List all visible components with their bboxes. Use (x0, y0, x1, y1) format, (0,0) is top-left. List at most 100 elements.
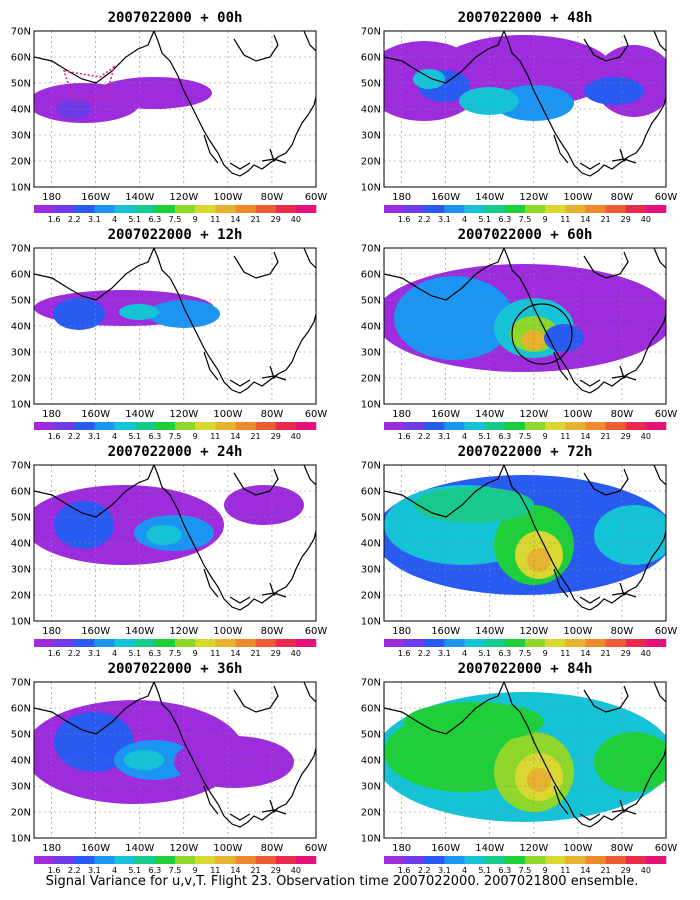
lon-tick-label: 60W (305, 409, 328, 420)
lat-tick-label: 40N (361, 105, 381, 116)
colorbar-swatch (625, 856, 647, 864)
colorbar-label: 9 (193, 649, 198, 658)
colorbar-label: 1.6 (398, 649, 411, 658)
map-panel-72h: 2007022000 + 72h 70N 60N 50N 40N 30N 20N 10N 180… (361, 444, 678, 658)
colorbar-swatch (444, 856, 465, 864)
lat-tick-label: 60N (361, 270, 381, 281)
variance-contour (594, 732, 666, 792)
variance-contour (394, 276, 514, 360)
coastline (611, 158, 637, 164)
coastline (233, 251, 279, 279)
lon-tick-label: 120W (519, 409, 548, 420)
lon-tick-label: 100W (213, 409, 242, 420)
colorbar-label: 21 (600, 215, 610, 224)
lon-tick-label: 120W (169, 626, 198, 637)
coastline (153, 465, 316, 611)
colorbar-swatch (114, 639, 136, 647)
map-panel-12h: 2007022000 + 12h 70N 60N 50N 40N 30N 20N 10N 180… (11, 227, 328, 441)
coastline (233, 468, 279, 496)
lon-tick-label: 160W (81, 626, 110, 637)
colorbar-swatch (154, 422, 176, 430)
lon-tick-label: 140W (475, 843, 504, 854)
colorbar-swatch (504, 856, 526, 864)
colorbar-swatch (404, 856, 425, 864)
colorbar-label: 11 (210, 432, 220, 441)
coastline (579, 162, 601, 170)
panel-title: 2007022000 + 84h (458, 661, 593, 677)
map-frame (33, 247, 317, 405)
colorbar-swatch (605, 639, 627, 647)
coastline (619, 148, 629, 163)
colorbar-swatch (255, 205, 277, 213)
colorbar-swatch (404, 422, 425, 430)
colorbar-swatch (235, 639, 256, 647)
colorbar-swatch (175, 639, 196, 647)
colorbar-swatch (134, 422, 156, 430)
colorbar-swatch (444, 639, 465, 647)
colorbar-label: 11 (210, 215, 220, 224)
colorbar-swatch (404, 639, 425, 647)
coastline (229, 596, 251, 604)
colorbar-label: 14 (230, 432, 240, 441)
lon-tick-label: 80W (261, 192, 284, 203)
colorbar-swatch (295, 205, 317, 213)
colorbar-swatch (545, 639, 566, 647)
lon-tick-label: 160W (431, 843, 460, 854)
colorbar-label: 2.2 (68, 649, 81, 658)
coastline (233, 685, 279, 713)
lon-tick-label: 140W (125, 843, 154, 854)
colorbar-swatch (424, 856, 445, 864)
variance-contour (96, 77, 212, 109)
colorbar-swatch (605, 856, 627, 864)
lat-tick-label: 40N (11, 105, 31, 116)
map-frame (33, 464, 317, 622)
colorbar-swatch (195, 856, 216, 864)
coastline (503, 465, 666, 611)
colorbar-label: 2.2 (418, 432, 431, 441)
map-frame (33, 30, 317, 188)
variance-contour (544, 324, 584, 352)
colorbar-swatch (215, 205, 236, 213)
coastline (229, 813, 251, 821)
coastline (261, 375, 287, 381)
colorbar-swatch (565, 856, 586, 864)
colorbar-label: 6.3 (498, 432, 511, 441)
colorbar-label: 21 (250, 432, 260, 441)
colorbar-swatch (54, 639, 75, 647)
colorbar-swatch (384, 639, 405, 647)
colorbar-label: 2.2 (68, 866, 81, 875)
lon-tick-label: 80W (611, 626, 634, 637)
colorbar-label: 29 (271, 432, 281, 441)
lat-tick-label: 40N (11, 322, 31, 333)
colorbar-label: 21 (600, 649, 610, 658)
lat-tick-label: 50N (361, 296, 381, 307)
colorbar-swatch (484, 639, 506, 647)
colorbar-label: 40 (291, 866, 301, 875)
lon-tick-label: 80W (611, 843, 634, 854)
colorbar-swatch (275, 856, 297, 864)
coastline (303, 31, 316, 52)
colorbar-label: 11 (560, 866, 570, 875)
colorbar-swatch (625, 422, 647, 430)
colorbar-swatch (384, 422, 405, 430)
map-frame (383, 247, 667, 405)
panel-title: 2007022000 + 36h (108, 661, 243, 677)
colorbar-label: 5.1 (128, 432, 141, 441)
colorbar-label: 21 (250, 866, 260, 875)
lat-tick-label: 50N (361, 513, 381, 524)
lat-tick-label: 20N (11, 157, 31, 168)
colorbar-label: 1.6 (48, 649, 61, 658)
colorbar-label: 4 (462, 866, 467, 875)
coastline (583, 34, 629, 62)
coastline (503, 248, 666, 394)
colorbar-label: 3.1 (438, 432, 451, 441)
colorbar-label: 29 (621, 866, 631, 875)
lat-tick-label: 40N (11, 539, 31, 550)
lat-tick-label: 70N (361, 27, 381, 38)
colorbar-swatch (134, 639, 156, 647)
colorbar-label: 14 (230, 215, 240, 224)
variance-contour (54, 501, 114, 549)
lon-tick-label: 180 (42, 409, 61, 420)
lon-tick-label: 80W (261, 626, 284, 637)
colorbar-label: 7.5 (169, 866, 182, 875)
